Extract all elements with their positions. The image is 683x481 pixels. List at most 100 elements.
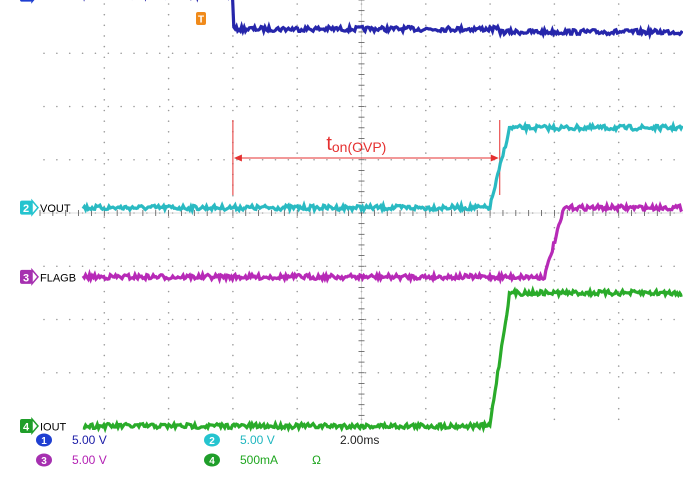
- grid-dot: [103, 56, 106, 59]
- grid-dot: [43, 371, 45, 374]
- grid-dot: [377, 52, 380, 55]
- channel-name: IOUT: [40, 422, 67, 434]
- grid-dot: [553, 3, 556, 5]
- grid-dot: [197, 52, 200, 55]
- grid-dot: [617, 109, 620, 112]
- grid-dot: [454, 105, 457, 108]
- grid-dot: [232, 67, 234, 69]
- grid-dot: [425, 248, 427, 250]
- grid-dot: [261, 371, 264, 374]
- grid-dot: [617, 322, 620, 325]
- grid-dot: [596, 158, 598, 161]
- grid-dot: [441, 105, 444, 108]
- grid-dot: [296, 152, 299, 154]
- grid-dot: [326, 371, 328, 374]
- grid-dot: [553, 269, 556, 272]
- grid-dot: [133, 105, 135, 108]
- grid-dot: [634, 105, 637, 108]
- grid-dot: [519, 318, 521, 321]
- grid-dot: [531, 158, 534, 161]
- grid-dot: [326, 318, 328, 321]
- grid-dot: [634, 371, 637, 374]
- grid-dot: [617, 162, 620, 165]
- legend-scale: 5.00 V: [72, 433, 107, 447]
- grid-dot: [617, 344, 620, 346]
- grid-dot: [489, 120, 491, 122]
- grid-dot: [261, 52, 264, 55]
- grid-dot: [103, 269, 106, 272]
- grid-dot: [296, 109, 299, 112]
- grid-dot: [557, 158, 560, 161]
- grid-dot: [167, 184, 170, 186]
- grid-dot: [416, 371, 418, 374]
- grid-dot: [609, 52, 611, 55]
- grid-dot: [232, 258, 234, 261]
- grid-dot: [489, 3, 491, 5]
- channel-name: VIN: [40, 0, 58, 2]
- grid-dot: [425, 280, 427, 282]
- grid-dot: [553, 152, 556, 154]
- grid-dot: [103, 162, 106, 165]
- grid-dot: [467, 158, 470, 161]
- grid-dot: [274, 265, 277, 268]
- grid-dot: [617, 269, 620, 272]
- grid-dot: [232, 56, 234, 59]
- grid-dot: [609, 265, 611, 268]
- grid-dot: [609, 371, 611, 374]
- grid-dot: [364, 158, 367, 161]
- grid-dot: [425, 24, 427, 27]
- grid-dot: [107, 318, 110, 321]
- grid-dot: [583, 318, 585, 321]
- grid-dot: [634, 158, 637, 161]
- grid-dot: [557, 371, 560, 374]
- grid-dot: [232, 344, 234, 346]
- grid-dot: [120, 265, 122, 268]
- legend-scale: 500mA: [240, 453, 278, 467]
- grid-dot: [570, 105, 573, 108]
- grid-dot: [167, 237, 170, 240]
- grid-dot: [103, 354, 106, 357]
- grid-dot: [429, 105, 431, 108]
- grid-dot: [489, 162, 491, 165]
- grid-dot: [81, 105, 84, 108]
- grid-dot: [296, 120, 299, 122]
- grid-dot: [103, 226, 106, 229]
- grid-dot: [120, 105, 122, 108]
- grid-dot: [351, 158, 354, 161]
- grid-dot: [232, 248, 234, 250]
- grid-dot: [296, 237, 299, 240]
- grid-dot: [454, 52, 457, 55]
- grid-dot: [223, 105, 225, 108]
- grid-dot: [56, 105, 58, 108]
- grid-dot: [167, 77, 170, 80]
- grid-dot: [489, 333, 491, 335]
- grid-dot: [248, 265, 251, 268]
- grid-dot: [647, 318, 650, 321]
- grid-dot: [489, 322, 491, 325]
- grid-dot: [617, 312, 620, 314]
- grid-dot: [489, 141, 491, 144]
- grid-dot: [103, 258, 106, 261]
- grid-dot: [197, 105, 200, 108]
- grid-dot: [338, 105, 341, 108]
- channel-tag-2: 2 VOUT: [20, 198, 71, 217]
- legend-marker: [36, 453, 52, 467]
- grid-dot: [184, 158, 187, 161]
- channel-tag-number: 4: [23, 422, 30, 434]
- grid-dot: [167, 407, 170, 410]
- grid-dot: [621, 318, 624, 321]
- grid-dot: [287, 265, 290, 268]
- grid-dot: [489, 258, 491, 261]
- grid-dot: [377, 371, 380, 374]
- grid-dot: [103, 248, 106, 250]
- grid-dot: [232, 35, 234, 37]
- grid-dot: [617, 375, 620, 378]
- grid-dot: [583, 265, 585, 268]
- grid-dot: [390, 158, 393, 161]
- grid-dot: [553, 312, 556, 314]
- grid-dot: [56, 318, 58, 321]
- grid-dot: [232, 269, 234, 272]
- grid-dot: [167, 99, 170, 101]
- grid-dot: [489, 375, 491, 378]
- grid-dot: [425, 407, 427, 410]
